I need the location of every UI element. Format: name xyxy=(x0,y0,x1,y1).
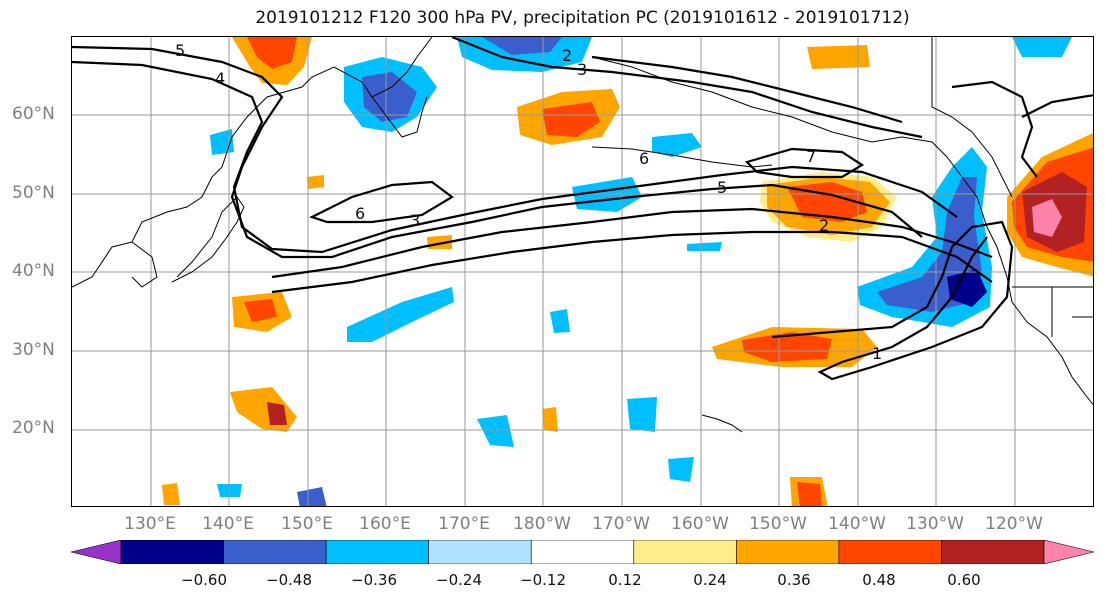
colorbar-segment xyxy=(839,540,942,564)
colorbar-segment xyxy=(941,540,1044,564)
lon-label: 140°E xyxy=(202,514,254,534)
lon-label: 130°E xyxy=(124,514,176,534)
lat-label: 50°N xyxy=(12,183,55,203)
lon-label: 140°W xyxy=(828,514,886,534)
pos-blob-tropics4 xyxy=(542,407,558,432)
contour-label: 5 xyxy=(175,41,185,60)
colorbar-segment xyxy=(429,540,532,564)
contour-label: 4 xyxy=(215,69,225,88)
colorbar-tick: 0.48 xyxy=(862,571,895,589)
pos-blob-small3 xyxy=(307,175,324,189)
map-panel[interactable]: 5 4 2 3 6 7 5 6 3 2 1 xyxy=(71,36,1094,507)
neg-blob-tropics2 xyxy=(627,397,657,432)
colorbar-tick: −0.12 xyxy=(520,571,566,589)
pv-contour-ne xyxy=(1022,95,1094,117)
colorbar-segment xyxy=(736,540,839,564)
neg-blob-tropics1 xyxy=(477,415,514,447)
neg-blob-nw-top xyxy=(1012,37,1072,57)
colorbar-tick: 0.12 xyxy=(608,571,641,589)
lon-label: 150°W xyxy=(749,514,807,534)
lat-label: 60°N xyxy=(12,104,55,124)
colorbar-segment xyxy=(531,540,634,564)
contour-label: 3 xyxy=(410,211,420,230)
border-states xyxy=(1012,287,1094,337)
lon-label: 160°W xyxy=(671,514,729,534)
map-canvas: 5 4 2 3 6 7 5 6 3 2 1 xyxy=(72,37,1094,507)
pos-blob-small5 xyxy=(807,45,870,69)
colorbar xyxy=(71,540,1094,564)
contour-label: 5 xyxy=(717,178,727,197)
colorbar-tick: −0.24 xyxy=(436,571,482,589)
colorbar-segment xyxy=(326,540,429,564)
colorbar-extend-low xyxy=(71,540,121,564)
contour-label: 6 xyxy=(355,204,365,223)
colorbar-extend-high xyxy=(1044,540,1094,564)
coast-na-west xyxy=(1007,277,1094,407)
pos-blob-sw xyxy=(162,483,180,505)
colorbar-segment xyxy=(224,540,327,564)
neg-blob-tropics3 xyxy=(668,457,694,482)
contour-label: 2 xyxy=(819,216,829,235)
coast-hawaii xyxy=(702,415,742,432)
lon-label: 170°E xyxy=(438,514,490,534)
contour-label: 1 xyxy=(872,344,882,363)
neg-blob-small2 xyxy=(687,242,722,251)
pos-blob-tropics-w xyxy=(230,387,297,432)
lon-label: 170°W xyxy=(592,514,650,534)
contour-label: 6 xyxy=(639,149,649,168)
coast-japan xyxy=(172,197,244,282)
pos-blob-south-core xyxy=(797,482,822,507)
lon-label: 120°W xyxy=(985,514,1043,534)
lon-label: 150°E xyxy=(281,514,333,534)
colorbar-segment xyxy=(634,540,737,564)
pv-contour-6 xyxy=(312,182,452,222)
contour-label: 2 xyxy=(562,46,572,65)
lat-label: 20°N xyxy=(12,418,55,438)
colorbar-tick: −0.60 xyxy=(181,571,227,589)
colorbar-tick: 0.36 xyxy=(777,571,810,589)
colorbar-tick: −0.36 xyxy=(351,571,397,589)
map-title: 2019101212 F120 300 hPa PV, precipitatio… xyxy=(0,8,1105,28)
coast-korea xyxy=(132,242,157,287)
contour-label: 3 xyxy=(577,60,587,79)
lon-label: 130°W xyxy=(906,514,964,534)
colorbar-tick: 0.60 xyxy=(947,571,980,589)
pv-contour-7 xyxy=(747,149,862,177)
colorbar-tick: −0.48 xyxy=(266,571,312,589)
colorbar-segment xyxy=(121,540,224,564)
lat-label: 30°N xyxy=(12,340,55,360)
neg-blob-mid2 xyxy=(550,309,570,333)
neg-blob-mid1 xyxy=(347,287,454,342)
lon-label: 160°E xyxy=(359,514,411,534)
pos-blob-tropics-w-core xyxy=(267,402,287,425)
neg-blob-south xyxy=(297,487,327,507)
contour-label: 7 xyxy=(806,147,816,166)
colorbar-tick: 0.24 xyxy=(693,571,726,589)
lon-label: 180°W xyxy=(513,514,571,534)
lat-label: 40°N xyxy=(12,261,55,281)
